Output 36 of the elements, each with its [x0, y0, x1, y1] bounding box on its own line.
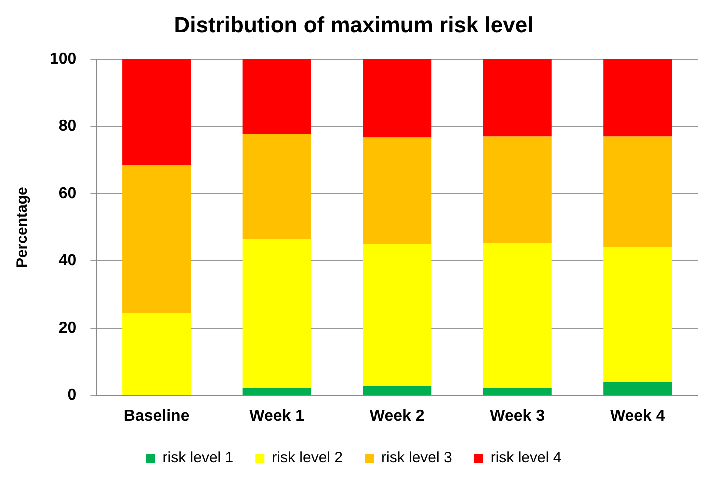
bar [363, 59, 432, 138]
bar [604, 136, 672, 248]
legend-label: risk level 1 [162, 450, 234, 467]
bar [122, 165, 192, 314]
bar [604, 59, 672, 137]
x-tick-label: Week 1 [250, 408, 305, 425]
x-tick-label: Week 4 [610, 408, 666, 425]
bar [483, 59, 552, 137]
bar [604, 247, 672, 382]
y-tick-label: 20 [58, 320, 77, 337]
legend-label: risk level 4 [490, 450, 562, 467]
bar [483, 136, 552, 244]
bar [242, 134, 312, 240]
y-tick-label: 80 [58, 118, 77, 136]
bar [242, 59, 312, 134]
bar [363, 386, 432, 396]
x-tick-label: Baseline [124, 408, 190, 425]
bar [363, 138, 432, 244]
bar [604, 382, 672, 396]
x-tick-label: Week 2 [370, 408, 425, 425]
y-tick-label: 40 [58, 252, 77, 270]
bar [242, 239, 312, 388]
legend-label: risk level 2 [272, 450, 344, 467]
bar [483, 243, 552, 388]
y-tick-label: 60 [58, 185, 77, 202]
y-tick-label: 100 [50, 50, 77, 68]
chart-title: Distribution of maximum risk level [174, 12, 534, 38]
bar [122, 59, 192, 166]
bar [242, 388, 312, 396]
y-tick-label: 0 [68, 387, 77, 404]
y-axis-title: Percentage [14, 187, 32, 268]
x-tick-label: Week 3 [490, 408, 546, 425]
bar [363, 244, 432, 386]
bar [122, 313, 192, 396]
legend-label: risk level 3 [382, 450, 452, 467]
bar [483, 388, 552, 396]
